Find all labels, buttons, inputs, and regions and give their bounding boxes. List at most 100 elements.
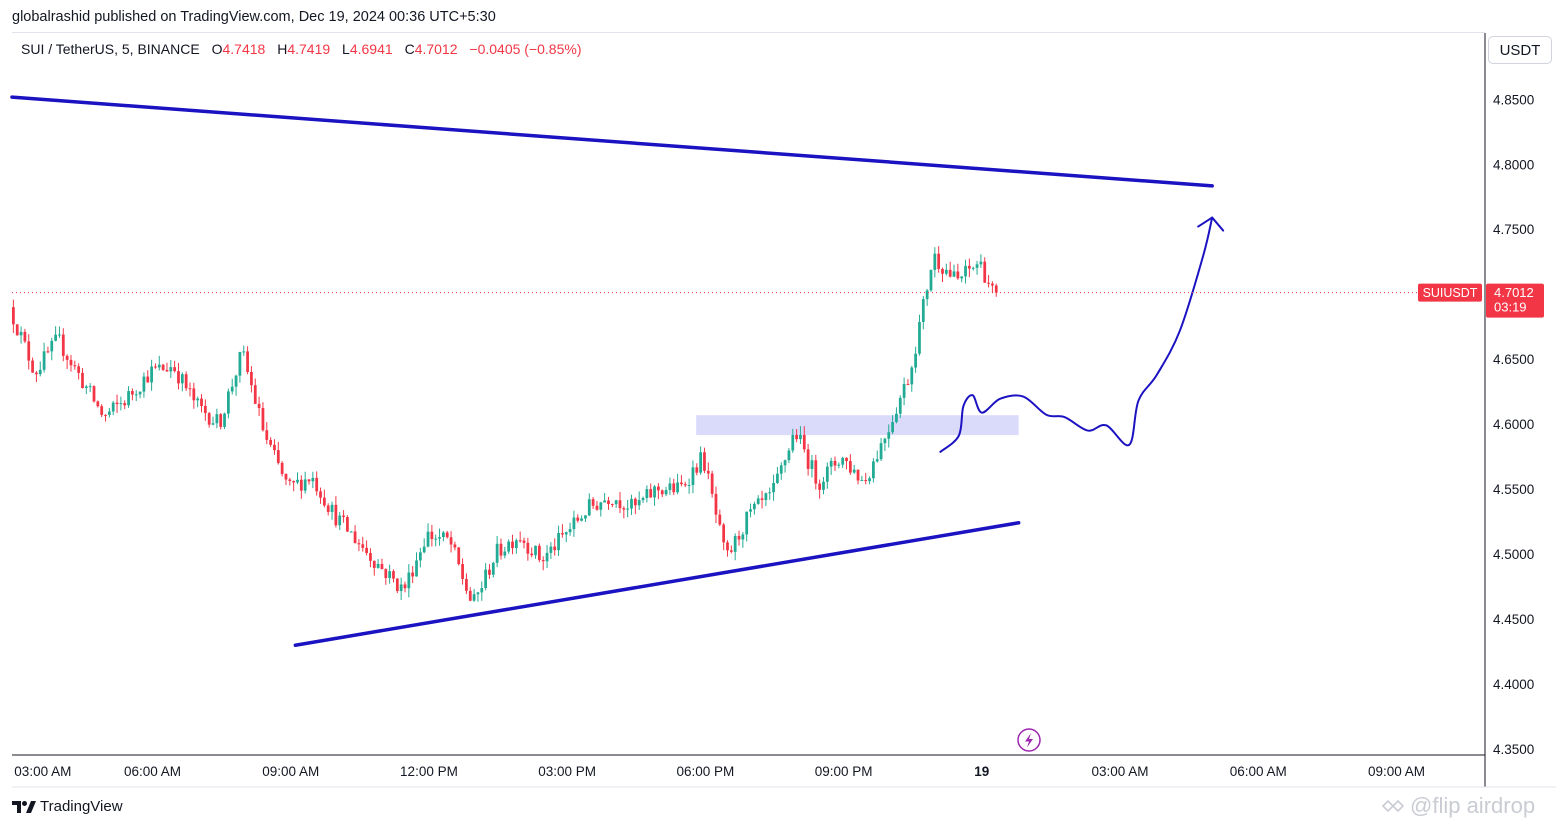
candle-body (683, 484, 687, 486)
price-tick-label: 4.8500 (1493, 92, 1534, 107)
candle-body (357, 543, 361, 545)
candle-body (296, 479, 299, 483)
candle-body (77, 366, 81, 373)
candle-body (633, 498, 637, 506)
projection-path[interactable] (939, 216, 1214, 453)
candle-body (265, 430, 269, 440)
candle-body (887, 432, 891, 439)
change-value: −0.0405 (−0.85%) (469, 41, 582, 57)
candle-body (415, 560, 418, 577)
candle-body (107, 411, 111, 415)
candle-body (664, 490, 668, 495)
last-price-value: 4.7012 (1494, 285, 1534, 300)
candle-body (699, 452, 703, 473)
candle-body (783, 460, 787, 466)
candle-body (814, 460, 818, 484)
candle-body (518, 540, 522, 542)
candle-body (868, 478, 871, 482)
highlight-zone[interactable] (696, 415, 1019, 436)
candle-body (418, 552, 422, 561)
candle-body (795, 434, 798, 440)
candle-body (714, 493, 718, 515)
price-tick-label: 4.5000 (1493, 547, 1534, 562)
time-tick-label: 03:00 AM (1092, 764, 1149, 779)
candle-body (818, 483, 822, 490)
candle-body (196, 398, 200, 401)
candle-body (979, 261, 983, 265)
candle-body (580, 518, 583, 521)
candle-body (322, 497, 326, 506)
candle-body (695, 467, 699, 473)
candle-body (326, 505, 330, 512)
candle-body (879, 443, 883, 460)
currency-button[interactable]: USDT (1488, 36, 1552, 64)
candle-body (994, 285, 998, 293)
watermark: @flip airdrop (1380, 793, 1535, 819)
time-tick-label: 12:00 PM (400, 764, 458, 779)
tradingview-brand[interactable]: TradingView (12, 798, 123, 815)
candle-body (676, 482, 679, 493)
candle-body (568, 529, 572, 533)
candle-body (188, 388, 192, 390)
candle-body (376, 563, 380, 568)
candle-body (799, 434, 802, 440)
candle-body (157, 364, 161, 368)
candle-body (975, 264, 979, 268)
price-tick-label: 4.8000 (1493, 157, 1534, 172)
candle-body (764, 493, 768, 501)
candle-body (737, 536, 741, 540)
open-value: 4.7418 (222, 41, 266, 57)
candle-body (307, 479, 311, 482)
candle-body (253, 385, 257, 404)
candle-body (215, 414, 219, 424)
candle-body (269, 439, 272, 445)
candle-body (35, 372, 38, 375)
symbol-legend[interactable]: SUI / TetherUS, 5, BINANCE O4.7418 H4.74… (21, 41, 582, 57)
candle-body (833, 460, 837, 466)
candle-body (802, 434, 806, 450)
candle-body (534, 545, 537, 556)
candle-body (65, 355, 69, 360)
candle-body (192, 388, 196, 401)
candle-body (576, 517, 580, 521)
candle-body (31, 360, 34, 373)
symbol-name[interactable]: SUI / TetherUS, 5, BINANCE (21, 41, 200, 57)
candle-body (457, 547, 461, 565)
price-tick-label: 4.7500 (1493, 222, 1534, 237)
candle-body (733, 536, 737, 552)
candle-body (219, 414, 223, 427)
candle-body (622, 508, 626, 510)
candle-body (752, 503, 756, 510)
candle-body (203, 405, 207, 414)
candle-body (161, 364, 165, 370)
candle-body (787, 450, 791, 461)
candle-body (276, 450, 280, 463)
candle-body (395, 578, 399, 592)
candle-body (841, 457, 845, 465)
candle-body (810, 460, 814, 469)
lower-trendline[interactable] (293, 521, 1021, 648)
high-value: 4.7419 (287, 41, 331, 57)
candle-body (564, 532, 568, 535)
candle-body (522, 540, 526, 543)
candle-body (449, 537, 453, 545)
candle-body (180, 374, 184, 384)
candle-body (706, 470, 710, 474)
time-tick-label: 19 (974, 764, 989, 779)
candle-body (142, 376, 146, 392)
candle-body (238, 352, 242, 376)
candle-body (169, 367, 173, 372)
candle-body (146, 376, 150, 383)
candle-body (553, 546, 557, 551)
candle-body (848, 461, 852, 473)
candle-body (484, 569, 488, 589)
upper-trendline[interactable] (10, 95, 1214, 188)
candle-body (131, 391, 134, 395)
candle-body (334, 504, 338, 526)
candle-body (872, 461, 875, 479)
candle-body (349, 531, 353, 533)
event-marker[interactable] (1017, 728, 1041, 752)
tradingview-brand-name: TradingView (40, 798, 123, 815)
candle-body (12, 307, 15, 325)
